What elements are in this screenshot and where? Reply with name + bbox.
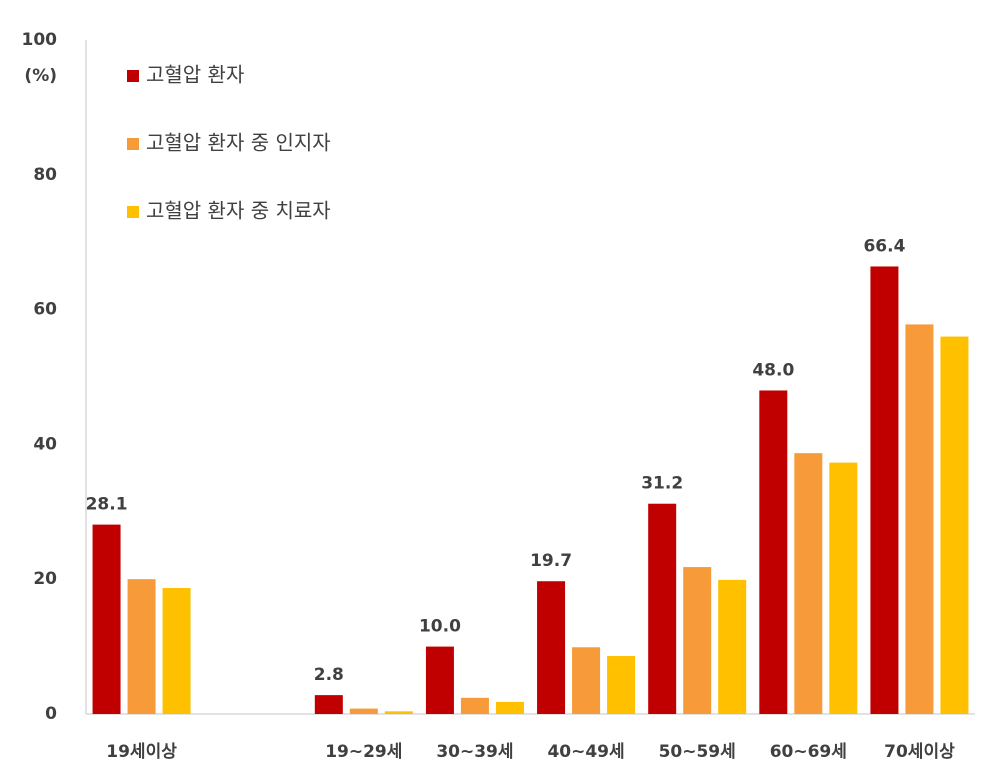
data-label: 28.1 xyxy=(86,495,128,515)
data-label: 19.7 xyxy=(530,551,572,571)
bar xyxy=(718,579,747,714)
bar xyxy=(349,708,378,714)
bar xyxy=(92,524,121,714)
x-tick-label: 19세이상 xyxy=(106,742,177,762)
bar xyxy=(572,647,601,714)
y-tick-label: 40 xyxy=(33,434,57,454)
x-tick-label: 30~39세 xyxy=(436,742,513,762)
bar xyxy=(460,697,489,714)
x-tick-label: 60~69세 xyxy=(770,742,847,762)
y-tick-label: 100 xyxy=(22,30,58,50)
bar xyxy=(683,567,712,714)
bar xyxy=(940,336,969,714)
bar xyxy=(384,711,413,714)
x-tick-label: 19~29세 xyxy=(325,742,402,762)
data-label: 31.2 xyxy=(641,474,683,494)
data-label: 48.0 xyxy=(752,360,794,380)
bar xyxy=(607,656,636,714)
bar xyxy=(314,695,343,714)
x-tick-label: 40~49세 xyxy=(547,742,624,762)
data-label: 2.8 xyxy=(314,665,344,685)
x-tick-label: 70세이상 xyxy=(884,742,955,762)
bar xyxy=(759,390,788,714)
legend-label: 고혈압 환자 중 치료자 xyxy=(146,199,331,223)
bar xyxy=(829,462,858,714)
bar xyxy=(794,453,823,714)
bar xyxy=(870,266,899,714)
y-axis-label: (%) xyxy=(24,66,57,86)
legend-swatch xyxy=(127,206,139,218)
bar xyxy=(127,579,156,714)
data-label: 66.4 xyxy=(863,236,905,256)
bar xyxy=(495,701,524,714)
legend-swatch xyxy=(127,138,139,150)
bar xyxy=(537,581,566,714)
y-tick-label: 60 xyxy=(33,300,57,320)
x-tick-label: 50~59세 xyxy=(659,742,736,762)
legend-label: 고혈압 환자 중 인지자 xyxy=(146,131,331,155)
legend-swatch xyxy=(127,70,139,82)
bar xyxy=(905,324,934,714)
y-tick-label: 80 xyxy=(33,165,57,185)
y-tick-label: 20 xyxy=(33,569,57,589)
y-tick-label: 0 xyxy=(45,704,57,724)
bar xyxy=(425,646,454,714)
bar xyxy=(162,587,191,714)
legend-label: 고혈압 환자 xyxy=(146,63,244,87)
data-label: 10.0 xyxy=(419,617,461,637)
bar xyxy=(648,503,677,714)
